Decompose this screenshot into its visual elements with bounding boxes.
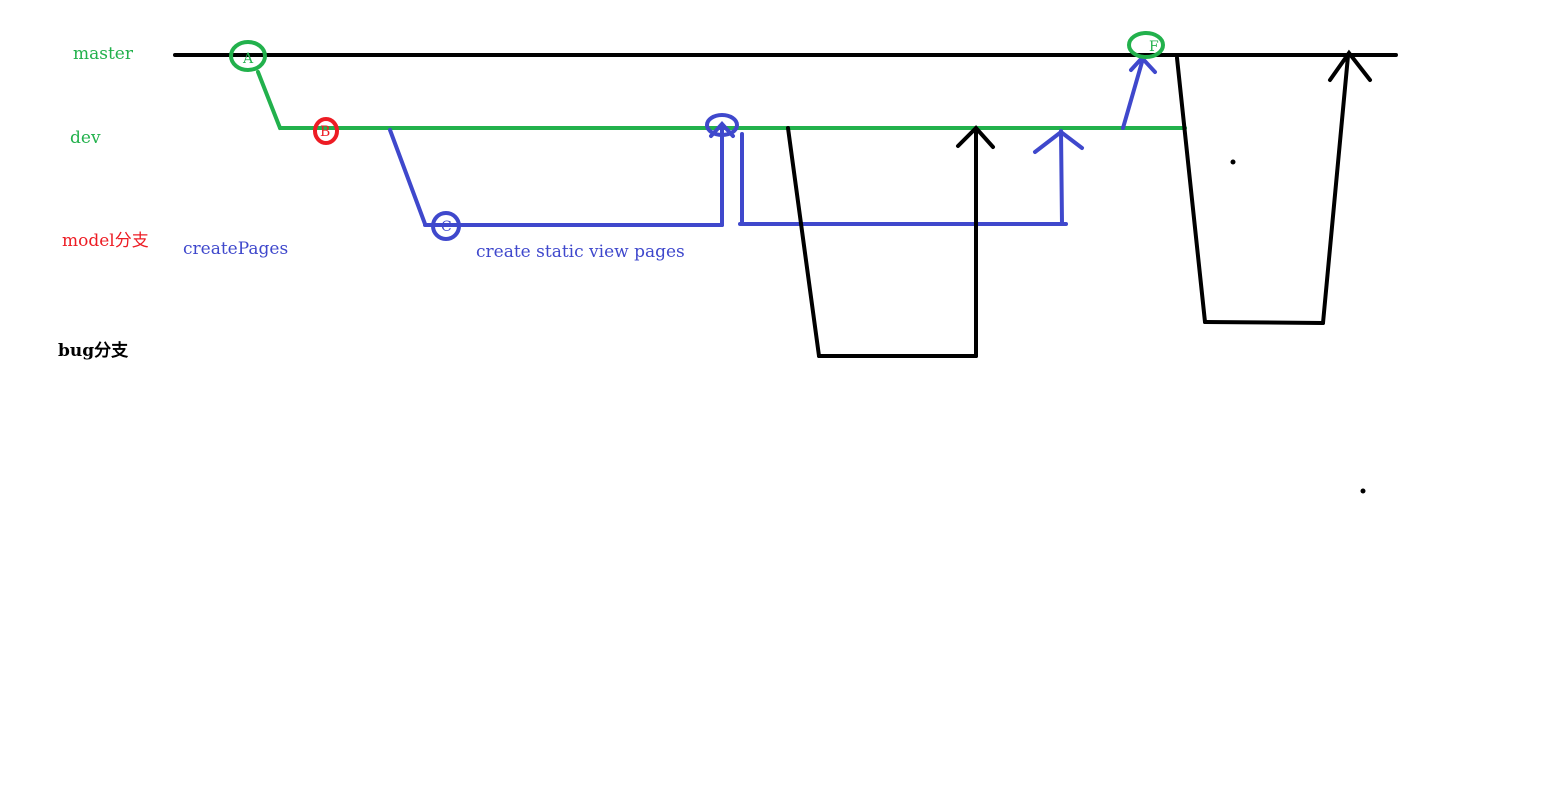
master-to-dev-branch <box>256 70 282 130</box>
model-merge-up-2 <box>1059 129 1064 226</box>
bug-branch-1-down <box>786 126 821 358</box>
create-pages-note: createPages <box>183 239 288 259</box>
commit-a-letter: A <box>242 51 254 67</box>
commit-c-node: C <box>431 211 461 241</box>
bug-branch-2-up <box>1321 54 1350 325</box>
create-static-note: create static view pages <box>476 242 685 262</box>
model-branch-label: model分支 <box>62 231 149 251</box>
commit-d-node <box>705 113 739 137</box>
stray-dot <box>1230 159 1236 165</box>
commit-f-node: F <box>1127 31 1165 59</box>
stray-dot <box>1360 488 1366 494</box>
dev-to-master-merge <box>1121 60 1144 130</box>
commit-c-letter: C <box>441 219 452 235</box>
bug-branch-2-line <box>1203 320 1325 325</box>
bug-branch-2-down <box>1175 56 1207 324</box>
commit-f-letter: F <box>1149 39 1159 55</box>
dev-branch-label: dev <box>70 128 101 148</box>
bug-branch-2-arrowhead <box>1328 49 1372 82</box>
master-branch-label: master <box>73 44 134 64</box>
dev-to-model-branch <box>388 128 427 226</box>
bug-branch-label: bug分支 <box>58 340 129 361</box>
commit-a-node: A <box>229 40 267 72</box>
model-merge-arrowhead-2 <box>1033 129 1084 154</box>
bug-branch-1-arrowhead <box>956 125 995 149</box>
commit-b-node: B <box>313 117 339 145</box>
commit-b-letter: B <box>320 124 330 140</box>
